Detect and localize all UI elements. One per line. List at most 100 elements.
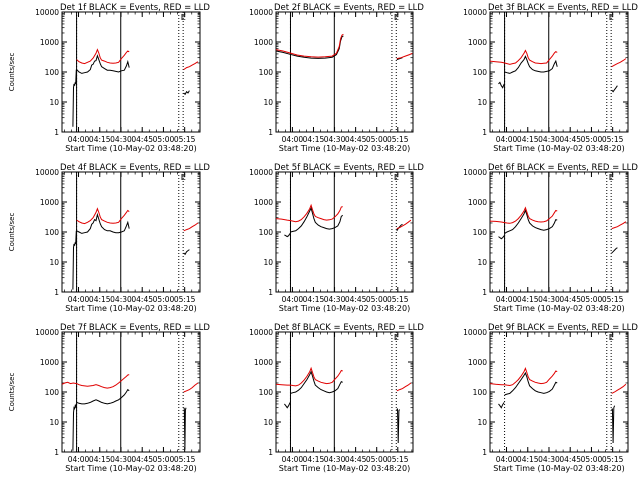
x-tick-label: 04:15 <box>303 295 325 304</box>
events-series-line <box>290 206 344 233</box>
y-tick-label: 10 <box>263 418 273 427</box>
y-axis-label: Counts/sec <box>8 53 16 92</box>
chart-title: Det 3f BLACK = Events, RED = LLD <box>488 3 638 13</box>
x-tick-label: 04:45 <box>345 295 367 304</box>
events-series-line <box>72 403 77 451</box>
y-tick-label: 1000 <box>254 198 273 207</box>
lld-series-line <box>275 203 343 223</box>
x-axis-label: Start Time (10-May-02 03:48:20) <box>493 304 624 313</box>
y-tick-label: 100 <box>45 68 60 77</box>
y-axis-label: Counts/sec <box>8 213 16 252</box>
x-tick-label: 04:15 <box>303 455 325 464</box>
y-tick-label: 10 <box>49 258 59 267</box>
lld-series-line <box>489 206 558 224</box>
x-tick-label: 04:00 <box>282 295 304 304</box>
x-tick-label: 04:00 <box>496 135 518 144</box>
events-series-line <box>611 405 616 444</box>
y-tick-label: 10 <box>477 258 487 267</box>
y-tick-label: 1000 <box>40 198 59 207</box>
x-tick-label: 05:15 <box>387 295 409 304</box>
chart-title: Det 5f BLACK = Events, RED = LLD <box>274 163 424 173</box>
events-series-line <box>284 402 291 409</box>
annotation-label: E <box>609 333 614 342</box>
x-tick-label: 05:15 <box>174 455 196 464</box>
x-tick-label: 04:30 <box>110 135 132 144</box>
events-series-line <box>498 81 505 89</box>
x-tick-label: 04:30 <box>538 455 560 464</box>
y-tick-label: 10000 <box>35 8 59 17</box>
lld-series-line <box>275 33 344 58</box>
events-series-line <box>504 209 558 234</box>
x-axis-label: Start Time (10-May-02 03:48:20) <box>493 464 624 473</box>
x-tick-label: 04:45 <box>131 135 153 144</box>
chart-title: Det 2f BLACK = Events, RED = LLD <box>274 3 424 13</box>
y-tick-label: 100 <box>45 388 60 397</box>
chart-title: Det 8f BLACK = Events, RED = LLD <box>274 323 424 333</box>
y-tick-label: 1000 <box>40 358 59 367</box>
x-axis-label: Start Time (10-May-02 03:48:20) <box>493 144 624 153</box>
y-tick-label: 1 <box>482 288 487 297</box>
x-tick-label: 04:45 <box>131 295 153 304</box>
x-tick-label: 05:00 <box>581 295 603 304</box>
y-tick-label: 10 <box>49 418 59 427</box>
y-tick-label: 100 <box>45 228 60 237</box>
x-tick-label: 04:00 <box>68 295 90 304</box>
x-tick-label: 04:30 <box>538 295 560 304</box>
events-series-line <box>183 407 187 450</box>
y-tick-label: 10 <box>477 418 487 427</box>
x-tick-label: 05:15 <box>602 295 624 304</box>
detector-panel-1: Det 1f BLACK = Events, RED = LLD Counts/s… <box>8 3 210 153</box>
x-tick-label: 04:45 <box>345 455 367 464</box>
x-tick-label: 04:45 <box>559 455 581 464</box>
x-tick-label: 05:15 <box>387 135 409 144</box>
x-tick-label: 04:00 <box>68 455 90 464</box>
y-tick-label: 1 <box>268 128 273 137</box>
y-tick-label: 1 <box>54 128 59 137</box>
y-tick-label: 1000 <box>468 38 487 47</box>
events-series-line <box>611 85 618 93</box>
annotation-label: E <box>609 173 614 182</box>
y-tick-label: 1 <box>482 448 487 457</box>
x-axis-label: Start Time (10-May-02 03:48:20) <box>65 464 196 473</box>
events-series-line <box>498 235 505 240</box>
y-tick-label: 10000 <box>35 328 59 337</box>
events-series-line <box>284 233 291 238</box>
lld-series-line <box>396 382 412 392</box>
annotation-label: E <box>181 173 186 182</box>
x-tick-label: 05:15 <box>387 455 409 464</box>
detector-panel-8: Det 8f BLACK = Events, RED = LLD 1 10 100 10… <box>249 323 424 473</box>
x-tick-label: 04:15 <box>517 295 539 304</box>
lld-series-line <box>611 58 627 68</box>
y-tick-label: 10000 <box>249 168 273 177</box>
events-series-line <box>183 90 190 96</box>
lld-series-line <box>61 374 130 389</box>
x-tick-label: 05:00 <box>366 455 388 464</box>
events-series-line <box>72 69 77 127</box>
events-series-line <box>183 249 190 256</box>
y-tick-label: 1 <box>54 288 59 297</box>
x-tick-label: 04:00 <box>282 455 304 464</box>
lld-series-line <box>183 222 199 232</box>
detector-panel-3: Det 3f BLACK = Events, RED = LLD 1 10 100 10… <box>463 3 638 153</box>
events-series-line <box>498 402 505 409</box>
events-series-line <box>396 408 401 444</box>
y-tick-label: 10000 <box>463 168 487 177</box>
annotation-label: E <box>394 173 399 182</box>
y-tick-label: 1 <box>482 128 487 137</box>
x-tick-label: 04:30 <box>324 295 346 304</box>
x-tick-label: 05:15 <box>602 455 624 464</box>
x-tick-label: 05:15 <box>602 135 624 144</box>
plot-frame <box>275 171 414 293</box>
y-tick-label: 10 <box>263 98 273 107</box>
lld-series-line <box>396 52 413 60</box>
y-tick-label: 1000 <box>468 198 487 207</box>
annotation-label: E <box>394 333 399 342</box>
y-tick-label: 100 <box>473 68 488 77</box>
x-tick-label: 04:15 <box>89 295 111 304</box>
x-tick-label: 05:00 <box>581 455 603 464</box>
detector-panel-5: Det 5f BLACK = Events, RED = LLD 1 10 100 10… <box>249 163 424 313</box>
events-series-line <box>76 388 130 405</box>
x-tick-label: 04:15 <box>89 455 111 464</box>
x-tick-label: 04:30 <box>324 135 346 144</box>
y-tick-label: 1000 <box>40 38 59 47</box>
